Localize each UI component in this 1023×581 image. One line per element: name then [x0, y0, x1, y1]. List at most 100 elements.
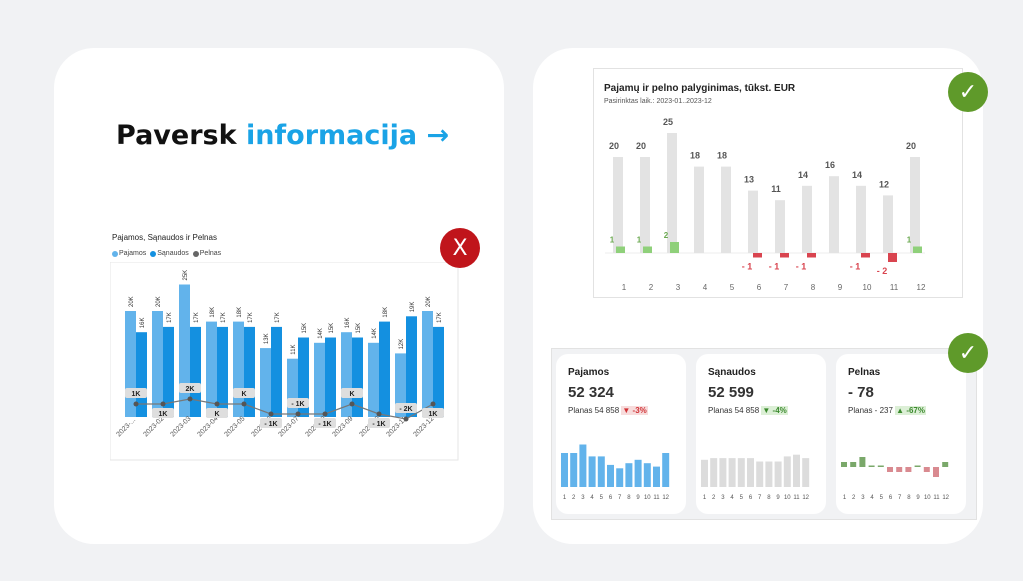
- x-tick-label: 7: [784, 283, 789, 292]
- legend-dot-sanaudos: [150, 250, 157, 257]
- bad-badge-icon: X: [440, 228, 480, 268]
- triangle-down-icon: ▼: [762, 406, 771, 415]
- kpi-plan-text: Planas 54 858: [568, 406, 620, 415]
- sparkbar: [859, 457, 866, 467]
- bar-label-sanaudos: 15K: [356, 323, 362, 334]
- combo-chart-legend: Pajamos Sąnaudos Pelnas: [112, 250, 221, 257]
- x-tick-label: 9: [838, 283, 843, 292]
- sparkbar: [737, 458, 745, 487]
- bar-value-label: 14: [798, 170, 808, 180]
- data-label-pelnas: - 2K: [399, 406, 412, 413]
- sparkbar-axis-label: 7: [618, 495, 622, 501]
- bar-label-pajamos: 20K: [129, 296, 135, 307]
- profit-label: - 1: [742, 262, 753, 272]
- sparkbar-axis-label: 3: [861, 495, 865, 501]
- left-card: [54, 48, 504, 544]
- sparkbar: [579, 444, 587, 487]
- combo-chart-title: Pajamos, Sąnaudos ir Pelnas: [112, 233, 217, 242]
- sparkbar: [588, 456, 596, 487]
- sparkbar: [701, 459, 708, 487]
- sparkbar: [802, 458, 810, 487]
- bar-pajamos: [395, 353, 406, 417]
- bar-label-pajamos: 18K: [210, 307, 216, 318]
- sparkbar: [933, 467, 939, 477]
- sparkbar-axis-label: 8: [907, 495, 911, 501]
- bar-pajamos: [640, 157, 650, 253]
- kpi-title: Pelnas: [848, 367, 881, 378]
- bar-pajamos: [802, 185, 812, 253]
- sparkbar-axis-label: 10: [924, 495, 931, 501]
- sparkbar: [914, 465, 921, 467]
- sparkbar: [868, 465, 875, 467]
- bar-value-label: 14: [852, 170, 862, 180]
- data-label-bg-pelnas: [395, 403, 417, 413]
- kpi-title: Pajamos: [568, 367, 610, 378]
- data-label-bg-pelnas: [260, 418, 282, 428]
- kpi-delta: ▼ -3%: [621, 406, 648, 415]
- bar-sanaudos: [244, 326, 255, 417]
- plot-frame: [110, 262, 459, 461]
- bar-sanaudos: [298, 337, 309, 417]
- profit-label: - 1: [796, 262, 807, 272]
- profit-label: 1: [610, 236, 615, 245]
- bar-label-sanaudos: 17K: [194, 312, 200, 323]
- data-label-pelnas: - 1K: [291, 401, 304, 408]
- bar-label-pajamos: 11K: [291, 344, 297, 354]
- point-pelnas: [376, 411, 382, 417]
- sparkbar-axis-label: 2: [572, 495, 576, 501]
- sparkbar-axis-label: 4: [590, 495, 594, 501]
- bar-pajamos: [206, 321, 217, 417]
- sparkbar: [793, 454, 800, 487]
- data-label-pelnas: K: [241, 391, 246, 398]
- x-tick-label: 3: [676, 283, 681, 292]
- x-tick-label: 5: [730, 283, 735, 292]
- sparkbar: [643, 463, 651, 487]
- sparkbar-axis-label: 12: [802, 495, 809, 501]
- sparkbar-axis-label: 4: [870, 495, 874, 501]
- sparkbar: [728, 458, 736, 487]
- bar-pajamos: [179, 284, 190, 417]
- bar-sanaudos: [433, 326, 444, 417]
- sparkbar-axis-label: 6: [889, 495, 893, 501]
- bar-label-sanaudos: 17K: [437, 312, 443, 323]
- bar-value-label: 18: [717, 151, 727, 161]
- point-pelnas: [403, 416, 409, 422]
- bar-sanaudos: [352, 337, 363, 417]
- bar-pajamos: [368, 342, 379, 417]
- bar-label-sanaudos: 17K: [221, 312, 227, 323]
- comparison-chart-title: Pajamų ir pelno palyginimas, tūkst. EUR: [604, 83, 796, 94]
- point-pelnas: [268, 411, 274, 417]
- bar-label-pajamos: 12K: [399, 339, 405, 350]
- sparkbar: [747, 458, 754, 487]
- sparkbar: [710, 458, 718, 487]
- profit-label: 1: [907, 236, 912, 245]
- sparkbar: [634, 459, 642, 487]
- bar-sanaudos: [190, 326, 201, 417]
- bar-sanaudos: [406, 316, 417, 417]
- comparison-chart-subtitle: Pasirinktas laik.: 2023-01..2023-12: [604, 98, 712, 105]
- x-tick-label: 2023-03: [169, 415, 192, 438]
- bar-label-pajamos: 13K: [264, 333, 270, 344]
- sparkbar: [877, 465, 884, 467]
- x-tick-label: 11: [890, 283, 899, 292]
- bar-pajamos: [694, 166, 704, 253]
- sparkbar: [597, 456, 605, 487]
- sparkbar-axis-label: 10: [784, 495, 791, 501]
- kpi-plan: Planas 54 858 ▼ -3%: [568, 406, 648, 415]
- sparkbar: [923, 467, 930, 472]
- sparkbar: [561, 453, 568, 487]
- bar-label-sanaudos: 17K: [167, 312, 173, 323]
- bar-pajamos: [883, 195, 893, 253]
- data-label-bg-pelnas: [368, 418, 390, 428]
- bar-label-sanaudos: 18K: [383, 307, 389, 318]
- legend-dot-pajamos: [112, 250, 118, 257]
- sparkbar-axis-label: 6: [749, 495, 753, 501]
- good-badge-icon-bottom: ✓: [948, 333, 988, 373]
- sparkbar: [905, 467, 912, 472]
- data-label-pelnas: 2K: [186, 386, 195, 393]
- bar-pajamos: [233, 321, 244, 417]
- line-pelnas: [136, 398, 434, 420]
- bar-value-label: 20: [609, 141, 619, 151]
- x-tick-label: 2023-02: [142, 415, 165, 438]
